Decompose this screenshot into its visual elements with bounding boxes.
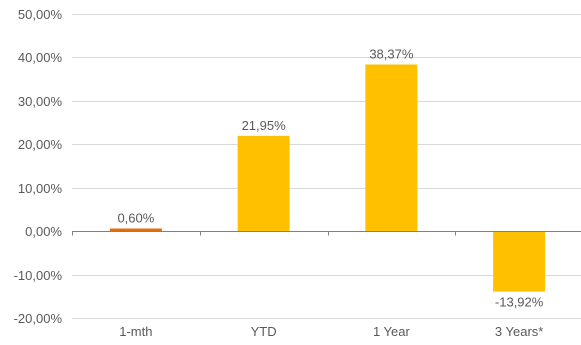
bar-3-years- bbox=[493, 231, 546, 292]
data-label: 21,95% bbox=[242, 118, 287, 133]
gridlines bbox=[72, 14, 581, 319]
data-label: -13,92% bbox=[495, 295, 544, 310]
y-tick-label: 0,00% bbox=[25, 224, 62, 239]
y-tick-label: -20,00% bbox=[14, 311, 63, 326]
y-tick-label: -10,00% bbox=[14, 268, 63, 283]
bar-1-year bbox=[365, 64, 418, 232]
bar-1-mth bbox=[109, 228, 162, 232]
x-tick-label: YTD bbox=[251, 324, 277, 339]
data-label: 38,37% bbox=[369, 47, 414, 62]
data-label: 0,60% bbox=[117, 211, 154, 226]
x-tick-label: 1 Year bbox=[373, 324, 411, 339]
y-tick-label: 50,00% bbox=[18, 7, 63, 22]
y-tick-label: 30,00% bbox=[18, 94, 63, 109]
y-tick-label: 10,00% bbox=[18, 181, 63, 196]
axes bbox=[72, 231, 581, 236]
y-tick-label: 20,00% bbox=[18, 137, 63, 152]
x-tick-label: 3 Years* bbox=[495, 324, 543, 339]
labels: 50,00% 40,00% 30,00% 20,00% 10,00% 0,00% -10,0… bbox=[14, 7, 544, 339]
y-tick-label: 40,00% bbox=[18, 50, 63, 65]
x-tick-label: 1-mth bbox=[119, 324, 152, 339]
bars bbox=[109, 64, 546, 292]
bar-ytd bbox=[237, 135, 290, 232]
